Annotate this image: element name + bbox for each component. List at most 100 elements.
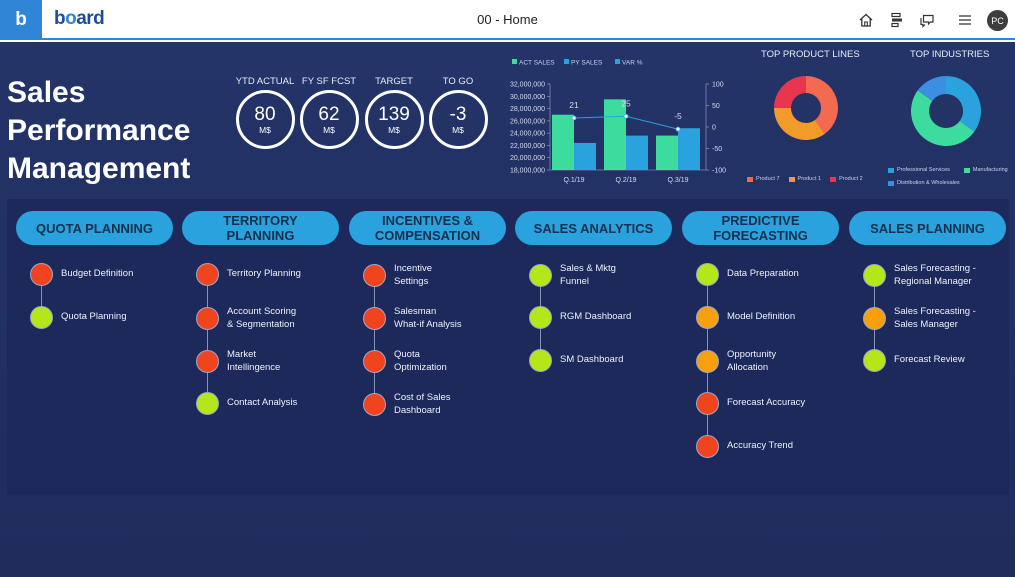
module-item[interactable]: Territory Planning <box>182 263 339 286</box>
module-item-line: Optimization <box>394 361 447 373</box>
page-heading: Sales Performance Management <box>7 74 190 188</box>
modules-panel: QUOTA PLANNING Budget Definition Quota Pla… <box>7 199 1009 495</box>
module-column: SALES PLANNING Sales Forecasting - Regiona… <box>849 211 1006 372</box>
bar <box>552 114 574 170</box>
legend-label: VAR % <box>622 60 643 67</box>
module-item-label: Model Definition <box>727 311 839 324</box>
module-header-line: QUOTA PLANNING <box>36 220 153 236</box>
module-item[interactable]: Forecast Accuracy <box>682 392 839 415</box>
status-indicator-icon <box>30 263 53 286</box>
donut-slice <box>946 76 981 132</box>
module-item-line: What-if Analysis <box>394 318 462 330</box>
module-item[interactable]: Salesman What-if Analysis <box>349 306 506 331</box>
product-lines-donut[interactable] <box>774 76 838 140</box>
module-item-line: Quota Planning <box>61 311 127 323</box>
kpi-value: 80 <box>254 103 276 125</box>
module-item-line: Market <box>227 349 257 360</box>
legend-swatch <box>512 59 517 64</box>
module-item[interactable]: Market Intellingence <box>182 349 339 374</box>
industries-donut[interactable] <box>911 76 981 146</box>
status-indicator-icon <box>529 349 552 372</box>
donut-slice <box>917 76 946 102</box>
module-item[interactable]: Contact Analysis <box>182 392 339 415</box>
module-item-line: Regional Manager <box>894 275 972 287</box>
module-item[interactable]: Quota Planning <box>16 306 173 329</box>
status-indicator-icon <box>696 306 719 329</box>
legend-swatch <box>615 59 620 64</box>
heading-line: Performance <box>7 114 191 147</box>
module-item-label: Contact Analysis <box>227 397 339 410</box>
module-column: INCENTIVES & COMPENSATION Incentive Setting… <box>349 211 506 416</box>
y-tick-label: 30,000,000 <box>510 94 545 101</box>
status-indicator-icon <box>696 263 719 286</box>
data-label: -5 <box>674 111 682 121</box>
kpi-to-go[interactable]: TO GO -3 M$ <box>427 76 489 149</box>
bar <box>678 128 700 170</box>
y-tick-label: 32,000,000 <box>510 82 545 89</box>
bar <box>626 135 648 170</box>
module-header[interactable]: INCENTIVES & COMPENSATION <box>349 211 506 245</box>
kpi-value: 139 <box>378 103 410 125</box>
module-item[interactable]: Accuracy Trend <box>682 435 839 458</box>
module-item[interactable]: RGM Dashboard <box>515 306 672 329</box>
module-header-line: TERRITORY <box>223 213 298 228</box>
var-point <box>675 126 681 132</box>
donut-slice <box>774 76 806 108</box>
kpi-circle: 139 M$ <box>364 90 424 149</box>
module-header-line: SALES PLANNING <box>870 220 985 236</box>
module-item[interactable]: Sales Forecasting - Regional Manager <box>849 263 1006 288</box>
comment-icon[interactable] <box>917 10 937 30</box>
module-item[interactable]: Sales & Mktg Funnel <box>515 263 672 288</box>
module-item-line: Contact Analysis <box>227 397 298 409</box>
y-tick-label: 24,000,000 <box>510 131 545 138</box>
module-item[interactable]: Budget Definition <box>16 263 173 286</box>
home-icon[interactable] <box>856 10 876 30</box>
module-item[interactable]: Opportunity Allocation <box>682 349 839 374</box>
status-indicator-icon <box>363 264 386 287</box>
module-header[interactable]: SALES ANALYTICS <box>515 211 672 245</box>
module-item[interactable]: Forecast Review <box>849 349 1006 372</box>
sales-bar-chart[interactable]: ACT SALES PY SALES VAR % 32,000,000 30,000,0… <box>494 54 726 196</box>
module-item-line: Account Scoring <box>227 306 297 317</box>
app-logo-icon[interactable]: b <box>0 0 42 40</box>
module-item-label: Incentive Settings <box>394 263 506 288</box>
module-item[interactable]: Model Definition <box>682 306 839 329</box>
module-column: PREDICTIVE FORECASTING Data Preparation Mod… <box>682 211 839 458</box>
module-item-label: Forecast Review <box>894 354 1006 367</box>
module-header[interactable]: SALES PLANNING <box>849 211 1006 245</box>
legend-item: Product 1 <box>788 176 821 182</box>
legend-item: Product 7 <box>747 176 780 182</box>
module-header[interactable]: TERRITORY PLANNING <box>182 211 339 245</box>
module-header[interactable]: PREDICTIVE FORECASTING <box>682 211 839 245</box>
legend-item: Distribution & Wholesales <box>888 180 960 186</box>
module-item[interactable]: Cost of Sales Dashboard <box>349 392 506 417</box>
kpi-label: FY SF FCST <box>301 76 357 87</box>
module-item[interactable]: SM Dashboard <box>515 349 672 372</box>
module-item[interactable]: Quota Optimization <box>349 349 506 374</box>
kpi-fy-sf-fcst[interactable]: FY SF FCST 62 M$ <box>298 76 360 149</box>
module-item-label: Budget Definition <box>61 268 173 281</box>
y-tick-label: 22,000,000 <box>510 143 545 150</box>
module-item[interactable]: Account Scoring & Segmentation <box>182 306 339 331</box>
kpi-target[interactable]: TARGET 139 M$ <box>363 76 425 149</box>
module-item-line: Settings <box>394 275 429 287</box>
module-item-line: Forecast Review <box>894 354 965 366</box>
module-item-label: Sales Forecasting - Sales Manager <box>894 306 1006 331</box>
kpi-ytd-actual[interactable]: YTD ACTUAL 80 M$ <box>234 76 296 149</box>
module-item[interactable]: Data Preparation <box>682 263 839 286</box>
legend-item: Professional Services <box>888 167 950 173</box>
avatar[interactable]: PC <box>987 10 1008 31</box>
module-header[interactable]: QUOTA PLANNING <box>16 211 173 245</box>
module-item-label: Cost of Sales Dashboard <box>394 392 506 417</box>
status-indicator-icon <box>196 392 219 415</box>
module-item[interactable]: Incentive Settings <box>349 263 506 288</box>
status-indicator-icon <box>696 350 719 373</box>
module-item-label: Forecast Accuracy <box>727 397 839 410</box>
navigation-panel-icon[interactable] <box>887 10 907 30</box>
menu-icon[interactable] <box>955 10 975 30</box>
module-header-line: INCENTIVES & <box>381 213 473 228</box>
module-item[interactable]: Sales Forecasting - Sales Manager <box>849 306 1006 331</box>
kpi-label: YTD ACTUAL <box>235 76 295 87</box>
status-indicator-icon <box>196 263 219 286</box>
module-item-label: Data Preparation <box>727 268 839 281</box>
